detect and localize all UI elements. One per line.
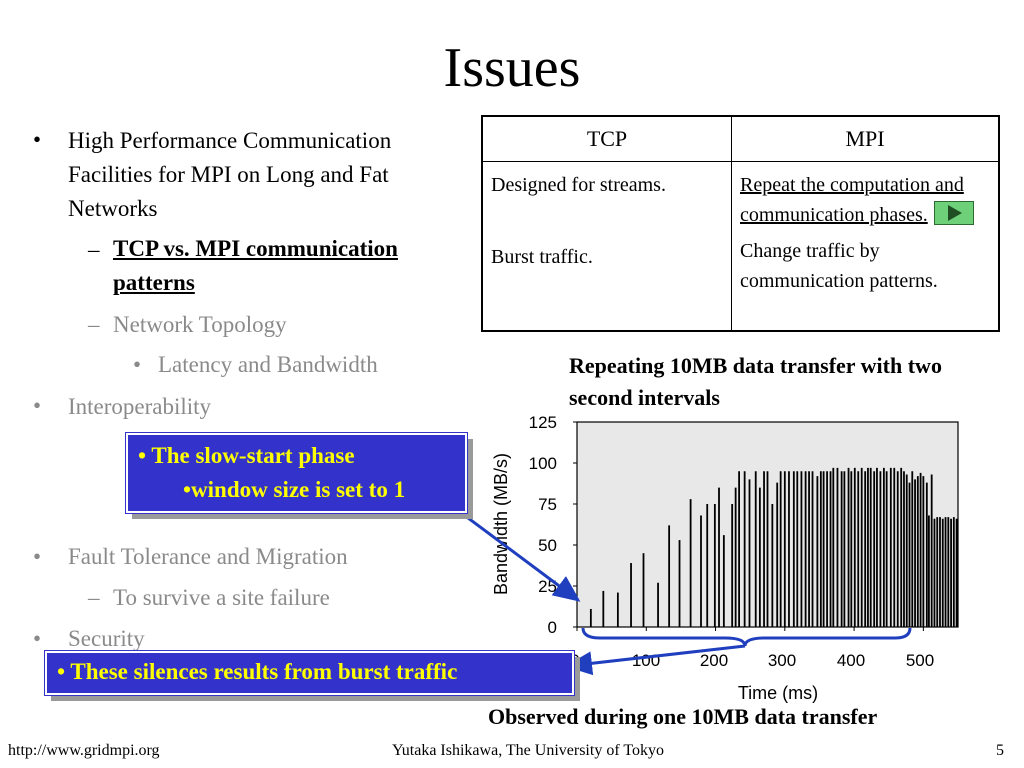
bullet-marker: • [33,626,42,651]
y-tick-label: 25 [538,577,557,596]
y-tick-label: 0 [548,618,557,637]
x-tick-label: 300 [768,651,796,670]
page-number: 5 [996,742,1004,759]
footer-url[interactable]: http://www.gridmpi.org [8,742,160,759]
y-tick-label: 75 [538,495,557,514]
slow-start-line1: • The slow-start phase [138,443,355,468]
y-tick-label: 50 [538,536,557,555]
bullet-marker: • [33,544,42,569]
x-tick-label: 400 [837,651,865,670]
bullet-marker: – [88,585,100,610]
silences-line: • These silences results from burst traf… [57,659,458,684]
bullet-marker: • [33,393,42,418]
slow-start-arrow [451,504,581,602]
tcp-burst: Burst traffic. [491,246,593,268]
x-tick-label: 100 [632,651,660,670]
slide-title: Issues [443,37,581,99]
bullet-marker: • [133,352,142,377]
footer-author: Yutaka Ishikawa, The University of Tokyo [392,742,665,759]
mpi-change: Change traffic by communication patterns… [740,240,938,292]
bullet-fault-tolerance: Fault Tolerance and Migration [68,544,348,569]
chart-caption: Repeating 10MB data transfer with two se… [569,353,942,410]
x-tick-label: 200 [700,651,728,670]
play-icon[interactable] [933,201,974,225]
bullet-survive-site-failure: To survive a site failure [113,585,330,610]
slow-start-text: The slow-start phase [151,443,355,468]
tcp-mpi-table: TCP MPI Designed for streams. Burst traf… [481,115,1000,332]
silences-callout: • These silences results from burst traf… [44,650,575,696]
silence-brace [581,627,912,647]
mpi-repeat-text[interactable]: Repeat the computation and communication… [740,174,964,226]
bullet-high-performance: High Performance Communication Facilitie… [68,128,392,221]
bullet-security: Security [68,626,145,651]
y-axis-label: Bandwidth (MB/s) [491,453,511,595]
bullet-latency-bandwidth: Latency and Bandwidth [158,352,378,377]
observed-caption: Observed during one 10MB data transfer [488,704,878,729]
tcp-streams: Designed for streams. [491,174,666,196]
silence-arrow [565,644,746,676]
silences-text: These silences results from burst traffi… [70,659,458,684]
bullet-marker: – [88,237,100,262]
bullet-marker: – [88,312,100,337]
table-cell-mpi: Repeat the computation and communication… [731,161,1000,332]
y-tick-label: 125 [529,413,557,432]
slow-start-line2: •window size is set to 1 [183,477,406,502]
bullet-tcp-vs-mpi: TCP vs. MPI communication patterns [113,236,398,295]
y-tick-label: 100 [529,454,557,473]
bullet-marker: • [33,127,42,152]
x-axis-label: Time (ms) [738,683,818,703]
bullet-interoperability: Interoperability [68,394,212,419]
slow-start-callout: • The slow-start phase •window size is s… [125,432,468,514]
table-cell-tcp: Designed for streams. Burst traffic. [481,161,732,332]
x-tick-label: 500 [906,651,934,670]
mpi-repeat-link[interactable]: Repeat the computation and communication… [740,170,990,230]
bullet-network-topology: Network Topology [113,312,287,337]
